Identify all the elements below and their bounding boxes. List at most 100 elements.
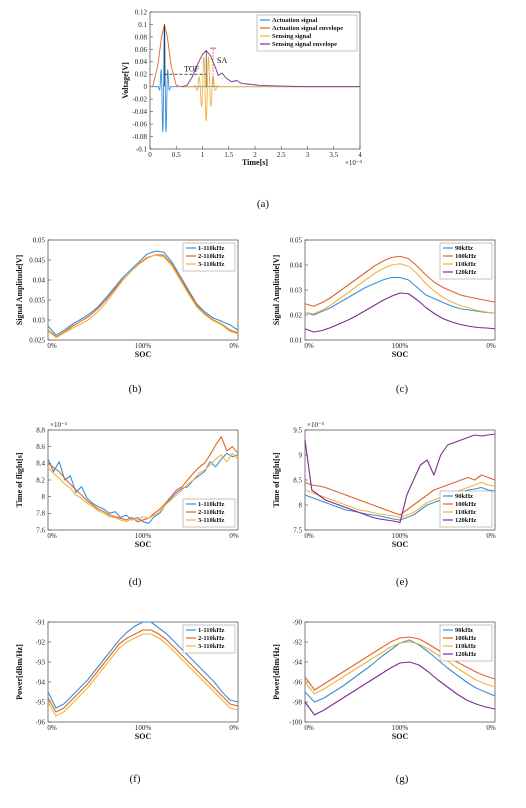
- y-tick-label: 0.045: [29, 256, 45, 264]
- y-tick-label: 8: [299, 501, 303, 509]
- y-tick-label: -93: [36, 658, 46, 666]
- legend-label: 100kHz: [455, 253, 476, 260]
- y-tick-label: -96: [293, 678, 303, 686]
- y-tick-label: 7.8: [36, 510, 45, 518]
- legend-label: 110kHz: [455, 643, 476, 650]
- y-tick-label: 8.8: [36, 426, 45, 434]
- sa-label: SA: [217, 56, 227, 65]
- x-tick-label: 0%: [47, 532, 57, 540]
- legend-box: [439, 242, 493, 280]
- legend-label: 120kHz: [455, 269, 476, 276]
- series-line-1: [47, 621, 239, 709]
- y-tick-label: -94: [293, 658, 303, 666]
- y-tick-label: -0.06: [132, 120, 147, 128]
- series-line-2: [304, 474, 496, 516]
- y-tick-label: -0.08: [132, 133, 147, 141]
- series-line-2: [304, 636, 496, 691]
- legend-label: 2-110kHz: [198, 253, 224, 260]
- x-axis-label: SOC: [135, 732, 152, 741]
- legend-label: Sensing signal envelope: [272, 41, 337, 48]
- y-axis-label: Signal Amplitude[V]: [15, 254, 24, 325]
- panel-caption: (c): [396, 383, 409, 395]
- chart-panel-a: -0.1 -0.08 -0.06 -0.04 -0.02 0 0.02 0.04 0.06 0.0…: [121, 8, 363, 210]
- chart-panel-c: 0.01 0.02 0.03 0.04 0.05 0% 100% 0% SOC Signal Am…: [272, 236, 496, 395]
- x-tick-label: 2: [253, 151, 257, 159]
- x-tick-label: 100%: [135, 532, 152, 540]
- x-axis-label: SOC: [135, 540, 152, 549]
- y-tick-label: 8.4: [36, 460, 45, 468]
- y-tick-label: 9: [299, 451, 303, 459]
- y-tick-label: -92: [293, 638, 303, 646]
- y-tick-label: 7.6: [36, 526, 45, 534]
- x-tick-label: 0%: [229, 532, 239, 540]
- legend-label: 120kHz: [455, 517, 476, 524]
- x-tick-label: 1.5: [224, 151, 233, 159]
- series-line-3: [304, 481, 496, 519]
- x-axis-label: SOC: [392, 350, 409, 359]
- legend-label: 100kHz: [455, 501, 476, 508]
- legend-label: 100kHz: [455, 635, 476, 642]
- y-tick-label: 9.5: [293, 426, 302, 434]
- legend-label: 2-110kHz: [198, 635, 224, 642]
- series-line-2: [47, 436, 239, 523]
- y-tick-label: -0.02: [132, 96, 147, 104]
- chart-panel-f: -96 -95 -94 -93 -92 -91 0% 100% 0% SOC Power[dBm/H…: [15, 618, 239, 785]
- y-tick-label: 0.04: [290, 261, 303, 269]
- x-tick-label: 100%: [392, 532, 409, 540]
- series-line-4: [181, 50, 360, 88]
- panel-caption: (d): [129, 576, 142, 588]
- y-tick-label: 0: [144, 83, 148, 91]
- panel-caption: (e): [396, 576, 409, 588]
- y-tick-label: -0.1: [136, 145, 148, 153]
- tof-label: TOF: [184, 64, 200, 73]
- legend-label: Actuation signal envelope: [272, 25, 343, 32]
- series-line-4: [304, 661, 496, 716]
- x-tick-label: 0.5: [172, 151, 181, 159]
- legend-label: 110kHz: [455, 509, 476, 516]
- y-tick-label: -98: [293, 698, 303, 706]
- legend-box: [256, 14, 358, 52]
- y-tick-label: 0.06: [135, 46, 148, 54]
- series-line-4: [304, 292, 496, 333]
- series-line-3: [47, 633, 239, 717]
- legend-label: 3-110kHz: [198, 517, 224, 524]
- legend-box: [439, 624, 493, 662]
- legend-label: Actuation signal: [272, 17, 318, 24]
- y-axis-label: Time of flight[s]: [272, 452, 281, 507]
- y-tick-label: -92: [36, 638, 46, 646]
- x-tick-label: 0%: [47, 342, 57, 350]
- x-tick-label: 3.5: [329, 151, 338, 159]
- y-tick-label: 8.5: [293, 476, 302, 484]
- y-tick-label: 0.05: [33, 236, 46, 244]
- legend-label: 90kHz: [455, 627, 473, 634]
- x-axis-label: SOC: [392, 732, 409, 741]
- legend-label: Sensing signal: [272, 33, 311, 40]
- x-multiplier: ×10⁻⁴: [345, 159, 363, 167]
- x-axis-label: SOC: [135, 350, 152, 359]
- y-tick-label: 0.035: [29, 296, 45, 304]
- x-tick-label: 4: [358, 151, 362, 159]
- x-tick-label: 0%: [304, 342, 314, 350]
- y-tick-label: 0.03: [33, 316, 46, 324]
- y-tick-label: 7.5: [293, 526, 302, 534]
- legend-label: 120kHz: [455, 651, 476, 658]
- chart-panel-d: 7.6 7.8 8 8.2 8.4 8.6 8.8 0% 100% 0% ×10⁻⁵ SOC Time …: [15, 421, 239, 588]
- y-axis-label: Power[dBm/Hz]: [272, 644, 281, 700]
- y-tick-label: -90: [293, 618, 303, 626]
- x-tick-label: 100%: [135, 342, 152, 350]
- series-line-3: [304, 641, 496, 695]
- series-line-3: [47, 452, 239, 523]
- y-tick-label: 0.01: [290, 336, 303, 344]
- y-axis-label: Time of flight[s]: [15, 452, 24, 507]
- y-tick-label: 0.04: [33, 276, 46, 284]
- legend-label: 2-110kHz: [198, 509, 224, 516]
- legend-label: 1-110kHz: [198, 627, 224, 634]
- y-tick-label: -91: [36, 618, 46, 626]
- x-tick-label: 0%: [229, 342, 239, 350]
- y-tick-label: 0.03: [290, 286, 303, 294]
